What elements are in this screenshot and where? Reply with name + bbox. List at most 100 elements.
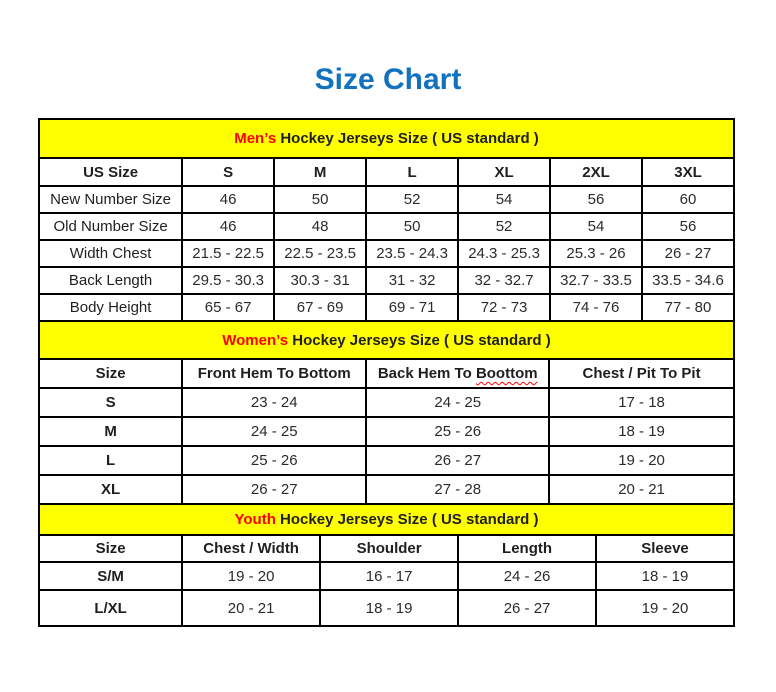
size-value: 20 - 21 — [548, 474, 735, 505]
page-title: Size Chart — [314, 63, 462, 96]
table-row: S 23 - 24 24 - 25 17 - 18 — [37, 387, 735, 418]
column-header: Size — [37, 534, 184, 563]
size-value: 50 — [273, 185, 368, 214]
size-tables-container: Men’s Hockey Jerseys Size ( US standard … — [37, 118, 735, 627]
womens-section-title-rest: Hockey Jerseys Size ( US standard ) — [288, 331, 551, 349]
youth-section-title-highlight: Youth — [234, 511, 276, 528]
size-chart-page: Size Chart Men’s Hockey Jerseys Size ( U… — [37, 63, 735, 627]
column-header: 2XL — [549, 157, 643, 187]
column-header: M — [273, 157, 368, 187]
column-header: Shoulder — [319, 534, 460, 563]
size-value: 72 - 73 — [457, 293, 552, 322]
size-value: 21.5 - 22.5 — [181, 239, 276, 268]
table-row: New Number Size 46 50 52 54 56 60 — [37, 185, 735, 214]
column-header: Size — [37, 358, 184, 389]
size-value: 26 - 27 — [641, 239, 735, 268]
size-value: 24.3 - 25.3 — [457, 239, 552, 268]
row-label: S/M — [37, 561, 184, 591]
table-row: L 25 - 26 26 - 27 19 - 20 — [37, 445, 735, 476]
column-header: Chest / Pit To Pit — [548, 358, 735, 389]
size-value: 48 — [273, 212, 368, 241]
column-header-text: Back Hem To — [377, 365, 476, 382]
size-value: 52 — [457, 212, 552, 241]
mens-section-title: Men’s Hockey Jerseys Size ( US standard … — [38, 118, 735, 159]
youth-section-title-rest: Hockey Jerseys Size ( US standard ) — [275, 511, 539, 528]
mens-header-row: US Size S M L XL 2XL 3XL — [37, 157, 735, 187]
size-value: 26 - 27 — [365, 445, 551, 476]
row-label: L/XL — [37, 589, 184, 627]
size-value: 60 — [641, 185, 735, 214]
size-value: 23 - 24 — [181, 387, 368, 418]
column-header: Chest / Width — [181, 534, 322, 563]
youth-size-table: Youth Hockey Jerseys Size ( US standard … — [37, 503, 735, 627]
womens-section-title-highlight: Women’s — [222, 331, 289, 349]
row-label: New Number Size — [37, 185, 184, 214]
size-value: 46 — [181, 185, 276, 214]
column-header: Sleeve — [595, 534, 735, 563]
table-row: S/M 19 - 20 16 - 17 24 - 26 18 - 19 — [37, 561, 735, 591]
size-value: 50 — [365, 212, 460, 241]
size-value: 46 — [181, 212, 276, 241]
size-value: 56 — [549, 185, 643, 214]
size-value: 74 - 76 — [549, 293, 643, 322]
size-value: 19 - 20 — [548, 445, 735, 476]
size-value: 17 - 18 — [548, 387, 735, 418]
womens-section-title: Women’s Hockey Jerseys Size ( US standar… — [38, 320, 735, 360]
size-value: 18 - 19 — [319, 589, 460, 627]
womens-header-row: Size Front Hem To Bottom Back Hem To Boo… — [37, 358, 735, 389]
youth-section-title: Youth Hockey Jerseys Size ( US standard … — [38, 503, 735, 536]
row-label: L — [37, 445, 184, 476]
size-value: 19 - 20 — [595, 589, 735, 627]
column-header: Back Hem To Boottom — [365, 358, 551, 389]
size-value: 25 - 26 — [181, 445, 368, 476]
table-row: L/XL 20 - 21 18 - 19 26 - 27 19 - 20 — [37, 589, 735, 627]
row-label: Back Length — [37, 266, 184, 295]
size-value: 77 - 80 — [641, 293, 735, 322]
column-header: Front Hem To Bottom — [181, 358, 368, 389]
womens-size-table: Women’s Hockey Jerseys Size ( US standar… — [37, 320, 735, 505]
table-row: Body Height 65 - 67 67 - 69 69 - 71 72 -… — [37, 293, 735, 322]
size-value: 19 - 20 — [181, 561, 322, 591]
row-label: Width Chest — [37, 239, 184, 268]
size-value: 29.5 - 30.3 — [181, 266, 276, 295]
column-header: S — [181, 157, 276, 187]
column-header: L — [365, 157, 460, 187]
size-value: 18 - 19 — [548, 416, 735, 447]
size-value: 56 — [641, 212, 735, 241]
column-header: XL — [457, 157, 552, 187]
table-row: XL 26 - 27 27 - 28 20 - 21 — [37, 474, 735, 505]
size-value: 24 - 26 — [457, 561, 598, 591]
row-label: M — [37, 416, 184, 447]
size-value: 30.3 - 31 — [273, 266, 368, 295]
column-header: 3XL — [641, 157, 735, 187]
womens-section-band: Women’s Hockey Jerseys Size ( US standar… — [38, 320, 735, 360]
size-value: 20 - 21 — [181, 589, 322, 627]
size-value: 32 - 32.7 — [457, 266, 552, 295]
size-value: 18 - 19 — [595, 561, 735, 591]
size-value: 69 - 71 — [365, 293, 460, 322]
mens-section-title-rest: Hockey Jerseys Size ( US standard ) — [276, 130, 539, 147]
size-value: 24 - 25 — [181, 416, 368, 447]
mens-section-title-highlight: Men’s — [234, 130, 277, 147]
youth-section-band: Youth Hockey Jerseys Size ( US standard … — [38, 503, 735, 536]
misspelled-word: Boottom — [475, 365, 538, 382]
size-value: 31 - 32 — [365, 266, 460, 295]
column-header: US Size — [37, 157, 184, 187]
size-value: 23.5 - 24.3 — [365, 239, 460, 268]
youth-header-row: Size Chest / Width Shoulder Length Sleev… — [37, 534, 735, 563]
row-label: XL — [37, 474, 184, 505]
size-value: 54 — [457, 185, 552, 214]
table-row: Back Length 29.5 - 30.3 30.3 - 31 31 - 3… — [37, 266, 735, 295]
size-value: 67 - 69 — [273, 293, 368, 322]
table-row: M 24 - 25 25 - 26 18 - 19 — [37, 416, 735, 447]
size-value: 65 - 67 — [181, 293, 276, 322]
size-value: 16 - 17 — [319, 561, 460, 591]
size-value: 24 - 25 — [365, 387, 551, 418]
row-label: Old Number Size — [37, 212, 184, 241]
size-value: 52 — [365, 185, 460, 214]
size-value: 22.5 - 23.5 — [273, 239, 368, 268]
size-value: 25 - 26 — [365, 416, 551, 447]
column-header: Length — [457, 534, 598, 563]
size-value: 26 - 27 — [181, 474, 368, 505]
row-label: S — [37, 387, 184, 418]
